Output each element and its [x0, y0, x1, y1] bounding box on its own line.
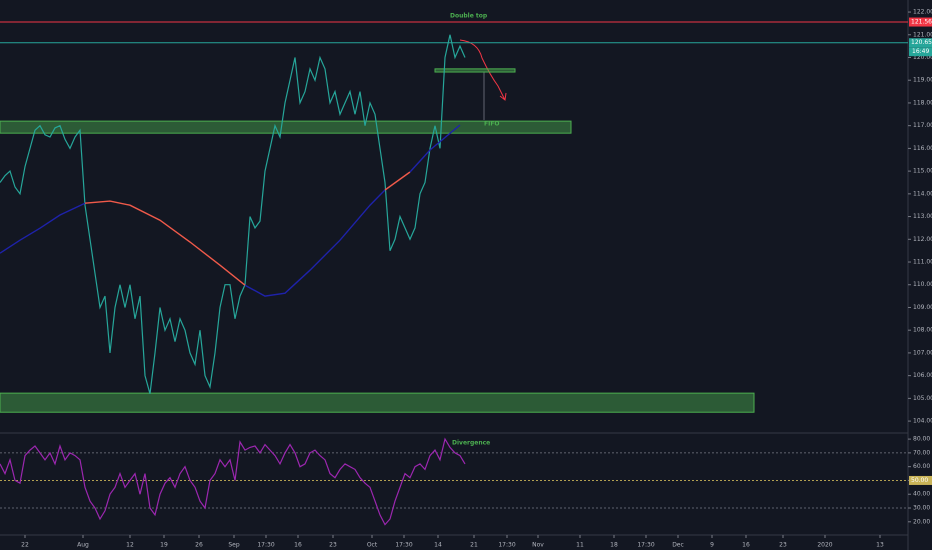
- level-badge-label: 50.00: [911, 477, 928, 484]
- series-line: [0, 34, 466, 394]
- y-tick-label: 109.00: [913, 304, 932, 311]
- x-tick-label: 19: [160, 542, 168, 549]
- y-tick-label: 122.00: [913, 9, 932, 16]
- x-tick-label: 18: [610, 542, 618, 549]
- y-tick-label: 80.00: [913, 436, 930, 443]
- level-badge: [909, 17, 932, 27]
- y-tick-label: 108.00: [913, 327, 932, 334]
- y-tick-label: 110.00: [913, 281, 932, 288]
- level-badge-label: 120.65: [911, 39, 932, 46]
- y-tick-label: 114.00: [913, 190, 932, 197]
- y-tick-label: 107.00: [913, 349, 932, 356]
- x-tick-label: 17:30: [637, 542, 654, 549]
- x-tick-label: 9: [710, 542, 714, 549]
- series-line: [409, 124, 461, 173]
- x-tick-label: 17:30: [498, 542, 515, 549]
- series-line: [0, 202, 86, 254]
- zone: [0, 120, 572, 134]
- y-tick-label: 20.00: [913, 518, 930, 525]
- countdown: 16:49: [912, 48, 929, 55]
- x-tick-label: 16: [294, 542, 302, 549]
- y-tick-label: 115.00: [913, 168, 932, 175]
- x-tick-label: 21: [470, 542, 478, 549]
- y-tick-label: 60.00: [913, 463, 930, 470]
- x-tick-label: 2020: [817, 542, 832, 549]
- x-tick-label: Dec: [672, 542, 684, 549]
- y-tick-label: 116.00: [913, 145, 932, 152]
- series-line: [384, 171, 411, 191]
- y-tick-label: 40.00: [913, 491, 930, 498]
- x-tick-label: 12: [126, 542, 134, 549]
- y-tick-label: 111.00: [913, 259, 932, 266]
- y-tick-label: 113.00: [913, 213, 932, 220]
- y-tick-label: 104.00: [913, 418, 932, 425]
- x-tick-label: 14: [434, 542, 442, 549]
- x-tick-label: 16: [742, 542, 750, 549]
- y-tick-label: 119.00: [913, 77, 932, 84]
- level-badge-label: 121.56: [911, 19, 932, 26]
- y-tick-label: 120.00: [913, 54, 932, 61]
- x-tick-label: 22: [21, 542, 29, 549]
- level-badge: [909, 475, 932, 485]
- countdown-badge: [909, 47, 932, 57]
- y-tick-label: 30.00: [913, 505, 930, 512]
- series-line: [244, 189, 386, 297]
- series-line: [0, 437, 466, 526]
- zone: [434, 68, 516, 73]
- y-tick-label: 121.00: [913, 31, 932, 38]
- y-tick-label: 117.00: [913, 122, 932, 129]
- x-tick-label: Sep: [228, 542, 240, 549]
- x-tick-label: 11: [576, 542, 584, 549]
- annotation: Double top: [450, 13, 488, 20]
- x-tick-label: 17:30: [395, 542, 412, 549]
- y-tick-label: 112.00: [913, 236, 932, 243]
- x-tick-label: 23: [779, 542, 787, 549]
- x-tick-label: 26: [195, 542, 203, 549]
- annotation: FIFO: [484, 121, 500, 128]
- zone: [0, 392, 755, 413]
- series-line: [84, 200, 246, 286]
- level-badge: [909, 38, 932, 48]
- y-tick-label: 70.00: [913, 449, 930, 456]
- x-tick-label: 17:30: [257, 542, 274, 549]
- x-tick-label: 23: [329, 542, 337, 549]
- x-tick-label: Oct: [367, 542, 378, 549]
- x-tick-label: 13: [876, 542, 884, 549]
- x-tick-label: Nov: [532, 542, 544, 549]
- annotation: Divergence: [452, 440, 490, 447]
- x-tick-label: Aug: [77, 542, 89, 549]
- y-tick-label: 118.00: [913, 99, 932, 106]
- y-tick-label: 105.00: [913, 395, 932, 402]
- y-tick-label: 106.00: [913, 372, 932, 379]
